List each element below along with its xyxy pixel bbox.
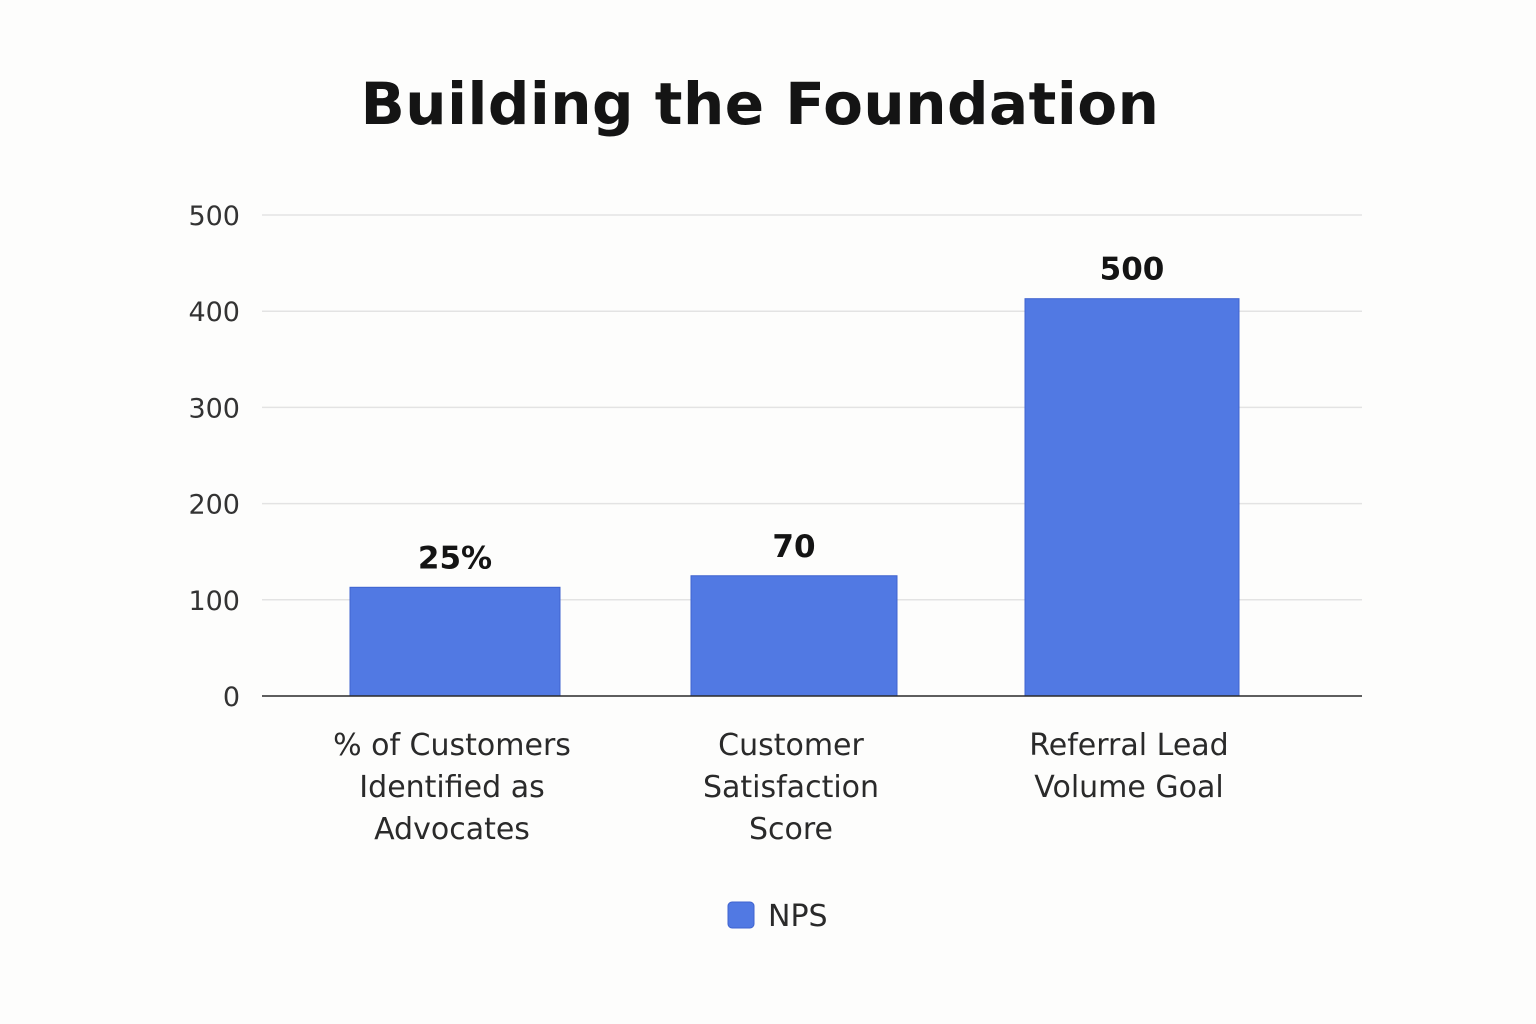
data-labels: 25% 70 500 bbox=[418, 252, 1164, 577]
y-tick-label: 200 bbox=[188, 490, 240, 521]
bars bbox=[349, 298, 1240, 697]
y-tick-label: 100 bbox=[188, 586, 240, 617]
y-tick-label: 500 bbox=[188, 201, 240, 232]
legend-label-nps: NPS bbox=[768, 899, 828, 934]
category-label-0: % of Customers Identified as Advocates bbox=[333, 728, 571, 847]
legend-swatch-nps bbox=[727, 901, 755, 929]
chart-title: Building the Foundation bbox=[360, 70, 1160, 138]
category-labels: % of Customers Identified as Advocates Cust… bbox=[333, 728, 1229, 847]
y-tick-label: 300 bbox=[188, 393, 240, 424]
data-label-0: 25% bbox=[418, 540, 492, 576]
data-label-1: 70 bbox=[772, 529, 815, 565]
data-label-2: 500 bbox=[1100, 252, 1165, 288]
bar-1 bbox=[690, 575, 898, 697]
y-tick-label: 400 bbox=[188, 297, 240, 328]
category-label-2: Referral Lead Volume Goal bbox=[1029, 728, 1228, 805]
y-tick-label: 0 bbox=[223, 682, 240, 713]
y-axis-ticks: 0 100 200 300 400 500 bbox=[188, 201, 240, 713]
legend: NPS bbox=[727, 899, 828, 934]
bar-0 bbox=[349, 586, 561, 697]
category-label-1: Customer Satisfaction Score bbox=[703, 728, 879, 847]
bar-2 bbox=[1024, 298, 1240, 697]
